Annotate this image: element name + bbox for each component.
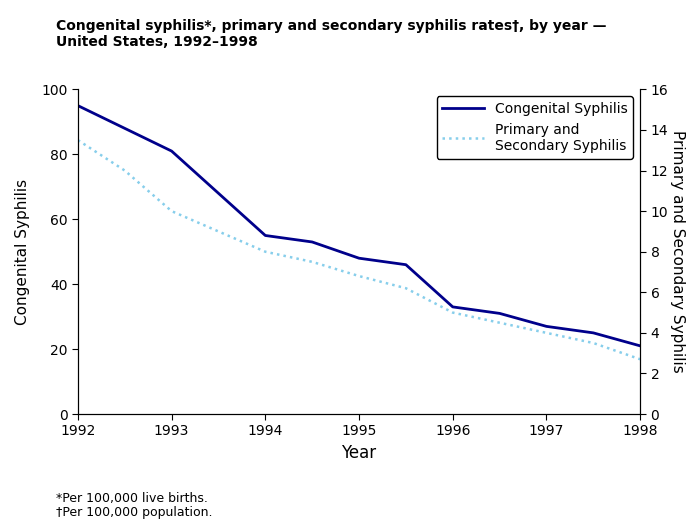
Primary and
Secondary Syphilis <box>214 228 223 235</box>
Primary and
Secondary Syphilis <box>449 310 457 316</box>
Congenital Syphilis <box>261 232 270 238</box>
Y-axis label: Congenital Syphilis: Congenital Syphilis <box>15 179 30 325</box>
Primary and
Secondary Syphilis <box>355 273 363 279</box>
Primary and
Secondary Syphilis <box>636 356 645 363</box>
Primary and
Secondary Syphilis <box>496 320 504 326</box>
Congenital Syphilis <box>496 310 504 316</box>
Legend: Congenital Syphilis, Primary and
Secondary Syphilis: Congenital Syphilis, Primary and Seconda… <box>437 96 634 158</box>
Primary and
Secondary Syphilis <box>542 330 551 336</box>
Congenital Syphilis <box>74 102 82 109</box>
Congenital Syphilis <box>542 323 551 330</box>
Y-axis label: Primary and Secondary Syphilis: Primary and Secondary Syphilis <box>670 130 685 373</box>
Congenital Syphilis <box>214 190 223 197</box>
Congenital Syphilis <box>120 125 129 131</box>
Primary and
Secondary Syphilis <box>74 137 82 143</box>
Line: Primary and
Secondary Syphilis: Primary and Secondary Syphilis <box>78 140 641 359</box>
Congenital Syphilis <box>589 330 598 336</box>
Text: †Per 100,000 population.: †Per 100,000 population. <box>56 506 213 519</box>
Congenital Syphilis <box>308 239 316 245</box>
Congenital Syphilis <box>167 148 176 154</box>
X-axis label: Year: Year <box>342 444 377 462</box>
Line: Congenital Syphilis: Congenital Syphilis <box>78 105 641 346</box>
Primary and
Secondary Syphilis <box>589 340 598 346</box>
Congenital Syphilis <box>472 307 480 313</box>
Primary and
Secondary Syphilis <box>261 249 270 255</box>
Text: Congenital syphilis*, primary and secondary syphilis rates†, by year —
United St: Congenital syphilis*, primary and second… <box>56 19 606 49</box>
Congenital Syphilis <box>355 255 363 261</box>
Congenital Syphilis <box>636 343 645 349</box>
Primary and
Secondary Syphilis <box>167 208 176 214</box>
Congenital Syphilis <box>402 261 410 268</box>
Primary and
Secondary Syphilis <box>308 259 316 265</box>
Primary and
Secondary Syphilis <box>120 167 129 174</box>
Text: *Per 100,000 live births.: *Per 100,000 live births. <box>56 492 208 505</box>
Congenital Syphilis <box>449 304 457 310</box>
Primary and
Secondary Syphilis <box>402 285 410 292</box>
